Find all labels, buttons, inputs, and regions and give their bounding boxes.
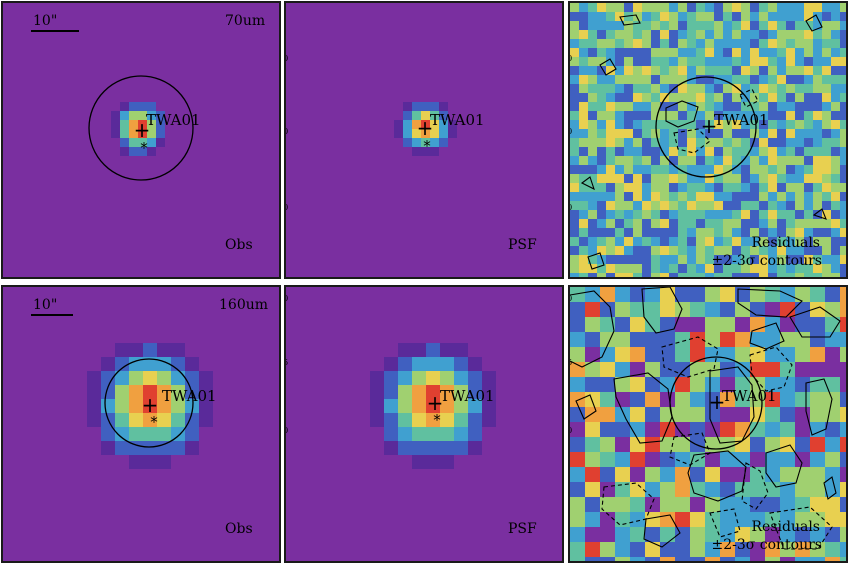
panel-160um-residuals: + TWA01 20 15 10 5 Residuals ±2-3σ conto… bbox=[568, 285, 848, 563]
panel-70um-residuals: + TWA01 30 20 10 Residuals ±2-3σ contour… bbox=[568, 1, 848, 279]
aperture-circle bbox=[104, 358, 194, 448]
source-label: TWA01 bbox=[722, 387, 777, 405]
panel-160um-psf: 20 15 10 5 + * TWA01 PSF bbox=[284, 285, 564, 563]
source-star-marker: * bbox=[423, 137, 431, 155]
source-label: TWA01 bbox=[146, 111, 201, 129]
tick-label: 20 bbox=[570, 294, 572, 303]
source-plus-marker: + bbox=[701, 114, 718, 138]
tick-label: 20 bbox=[286, 294, 288, 303]
pixel-map bbox=[3, 3, 279, 277]
panel-label: Obs bbox=[225, 237, 253, 253]
band-label: 70um bbox=[225, 13, 265, 29]
scale-bar-label: 10" bbox=[33, 13, 57, 29]
tick-label: 10 bbox=[286, 203, 288, 212]
source-label: TWA01 bbox=[162, 387, 217, 405]
source-star-marker: * bbox=[150, 413, 158, 431]
tick-label: 15 bbox=[286, 358, 288, 367]
band-label: 160um bbox=[219, 297, 268, 313]
image-160um-obs: 10" 160um + * TWA01 Obs bbox=[3, 287, 279, 561]
image-160um-residuals: + TWA01 20 15 10 5 Residuals ±2-3σ conto… bbox=[570, 287, 846, 561]
tick-label: 20 bbox=[570, 127, 572, 136]
panel-label-line1: Residuals bbox=[752, 519, 820, 535]
contours bbox=[570, 287, 841, 548]
pixel-map bbox=[3, 287, 279, 561]
panel-label: Obs bbox=[225, 521, 253, 537]
tick-label: 10 bbox=[286, 426, 288, 435]
tick-label: 30 bbox=[286, 54, 288, 63]
aperture-circle bbox=[669, 356, 763, 450]
image-160um-psf: 20 15 10 5 + * TWA01 PSF bbox=[286, 287, 562, 561]
tick-label: 30 bbox=[570, 54, 572, 63]
panel-160um-obs: 10" 160um + * TWA01 Obs bbox=[1, 285, 281, 563]
aperture-circle bbox=[655, 76, 757, 178]
source-label: TWA01 bbox=[430, 111, 485, 129]
source-star-marker: * bbox=[433, 411, 441, 429]
pixel-map bbox=[286, 3, 562, 277]
pixel-map bbox=[286, 287, 562, 561]
image-70um-obs: 10" 70um + * TWA01 Obs bbox=[3, 3, 279, 277]
tick-label: 20 bbox=[286, 127, 288, 136]
source-star-marker: * bbox=[140, 139, 148, 157]
image-70um-residuals: + TWA01 30 20 10 Residuals ±2-3σ contour… bbox=[570, 3, 846, 277]
source-plus-marker: + bbox=[134, 118, 151, 142]
source-plus-marker: + bbox=[709, 390, 726, 414]
source-plus-marker: + bbox=[427, 391, 444, 415]
tick-label: 10 bbox=[570, 426, 572, 435]
tick-label: 10 bbox=[570, 203, 572, 212]
source-plus-marker: + bbox=[417, 116, 434, 140]
panel-70um-psf: 30 20 10 + * TWA01 PSF bbox=[284, 1, 564, 279]
source-label: TWA01 bbox=[440, 387, 495, 405]
pixel-map bbox=[570, 3, 846, 277]
contours bbox=[580, 14, 827, 270]
panel-label: PSF bbox=[508, 237, 537, 253]
aperture-circle bbox=[88, 75, 194, 181]
tick-label: 15 bbox=[570, 358, 572, 367]
panel-70um-obs: 10" 70um + * TWA01 Obs bbox=[1, 1, 281, 279]
panel-label-line1: Residuals bbox=[752, 235, 820, 251]
panel-label: PSF bbox=[508, 521, 537, 537]
source-label: TWA01 bbox=[714, 111, 769, 129]
panel-label-line2: ±2-3σ contours bbox=[711, 253, 822, 269]
panel-label-line2: ±2-3σ contours bbox=[711, 537, 822, 553]
source-plus-marker: + bbox=[142, 393, 159, 417]
scale-bar-label: 10" bbox=[33, 297, 57, 313]
image-70um-psf: 30 20 10 + * TWA01 PSF bbox=[286, 3, 562, 277]
